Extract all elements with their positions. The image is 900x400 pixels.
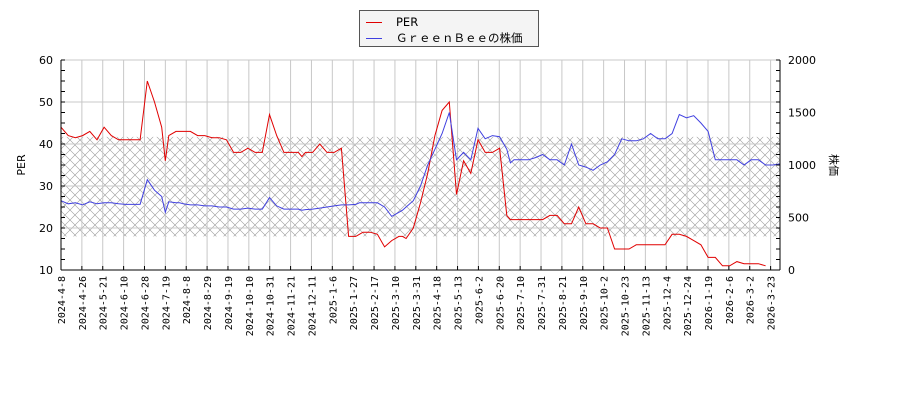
x-tick-label: 2024-7-19 xyxy=(161,276,172,330)
right-tick-label: 0 xyxy=(788,264,795,277)
x-tick-label: 2025-11-13 xyxy=(641,276,652,336)
right-tick-label: 1000 xyxy=(788,159,816,172)
x-tick-label: 2024-4-8 xyxy=(57,276,68,324)
x-tick-label: 2025-3-10 xyxy=(391,276,402,330)
x-axis-ticks: 2024-4-8 2024-4-26 2024-5-21 2024-6-10 2024-… xyxy=(57,266,778,336)
x-tick-label: 2024-6-28 xyxy=(140,276,151,330)
x-tick-label: 2025-6-2 xyxy=(474,276,485,324)
x-tick-label: 2025-8-21 xyxy=(558,276,569,330)
legend-item-price: ＧｒｅｅｎＢｅｅの株価 xyxy=(366,31,523,45)
x-tick-label: 2025-9-10 xyxy=(579,276,590,330)
x-tick-label: 2024-9-19 xyxy=(224,276,235,330)
x-tick-label: 2026-3-2 xyxy=(746,276,757,324)
x-tick-label: 2024-5-21 xyxy=(99,276,110,330)
x-tick-label: 2025-4-18 xyxy=(433,276,444,330)
x-tick-label: 2026-3-23 xyxy=(767,276,778,330)
left-axis-ticks: 10 20 30 40 50 60 xyxy=(39,54,65,277)
x-tick-label: 2025-5-13 xyxy=(454,276,465,330)
x-tick-label: 2025-12-24 xyxy=(683,276,694,336)
left-axis-label: PER xyxy=(15,154,28,176)
right-axis-ticks: 0 500 1000 1500 2000 xyxy=(776,54,816,277)
x-tick-label: 2025-10-23 xyxy=(621,276,632,336)
x-tick-label: 2024-6-10 xyxy=(120,276,131,330)
x-tick-label: 2024-12-11 xyxy=(307,276,318,336)
price-series-line xyxy=(60,112,781,218)
legend-item-per: PER xyxy=(366,15,418,29)
x-tick-label: 2024-4-26 xyxy=(78,276,89,330)
left-tick-label: 60 xyxy=(39,54,53,67)
x-tick-label: 2025-12-4 xyxy=(662,276,673,330)
left-tick-label: 10 xyxy=(39,264,53,277)
x-tick-label: 2025-7-31 xyxy=(537,276,548,330)
x-tick-label: 2026-1-19 xyxy=(704,276,715,330)
per-swatch-icon xyxy=(366,21,382,23)
right-axis-label: 株価 xyxy=(827,154,841,176)
left-tick-label: 30 xyxy=(39,180,53,193)
x-tick-label: 2024-8-29 xyxy=(203,276,214,330)
x-tick-label: 2024-8-8 xyxy=(182,276,193,324)
x-tick-label: 2024-10-10 xyxy=(245,276,256,336)
x-tick-label: 2024-10-31 xyxy=(266,276,277,336)
x-tick-label: 2025-6-20 xyxy=(495,276,506,330)
left-tick-label: 50 xyxy=(39,96,53,109)
price-swatch-icon xyxy=(366,37,382,39)
x-tick-label: 2025-1-27 xyxy=(349,276,360,330)
right-tick-label: 1500 xyxy=(788,107,816,120)
right-tick-label: 2000 xyxy=(788,54,816,67)
legend-label-per: PER xyxy=(396,15,419,29)
x-tick-label: 2026-2-6 xyxy=(725,276,736,324)
legend-label-price: ＧｒｅｅｎＢｅｅの株価 xyxy=(396,31,523,45)
right-tick-label: 500 xyxy=(788,212,809,225)
x-tick-label: 2025-3-31 xyxy=(412,276,423,330)
per-series-line xyxy=(60,80,766,267)
left-tick-label: 20 xyxy=(39,222,53,235)
x-tick-label: 2025-7-10 xyxy=(516,276,527,330)
x-tick-label: 2025-1-6 xyxy=(328,276,339,324)
x-tick-label: 2024-11-21 xyxy=(287,276,298,336)
legend: PER ＧｒｅｅｎＢｅｅの株価 xyxy=(359,10,539,47)
x-tick-label: 2025-2-17 xyxy=(370,276,381,330)
left-tick-label: 40 xyxy=(39,138,53,151)
x-tick-label: 2025-10-2 xyxy=(600,276,611,330)
